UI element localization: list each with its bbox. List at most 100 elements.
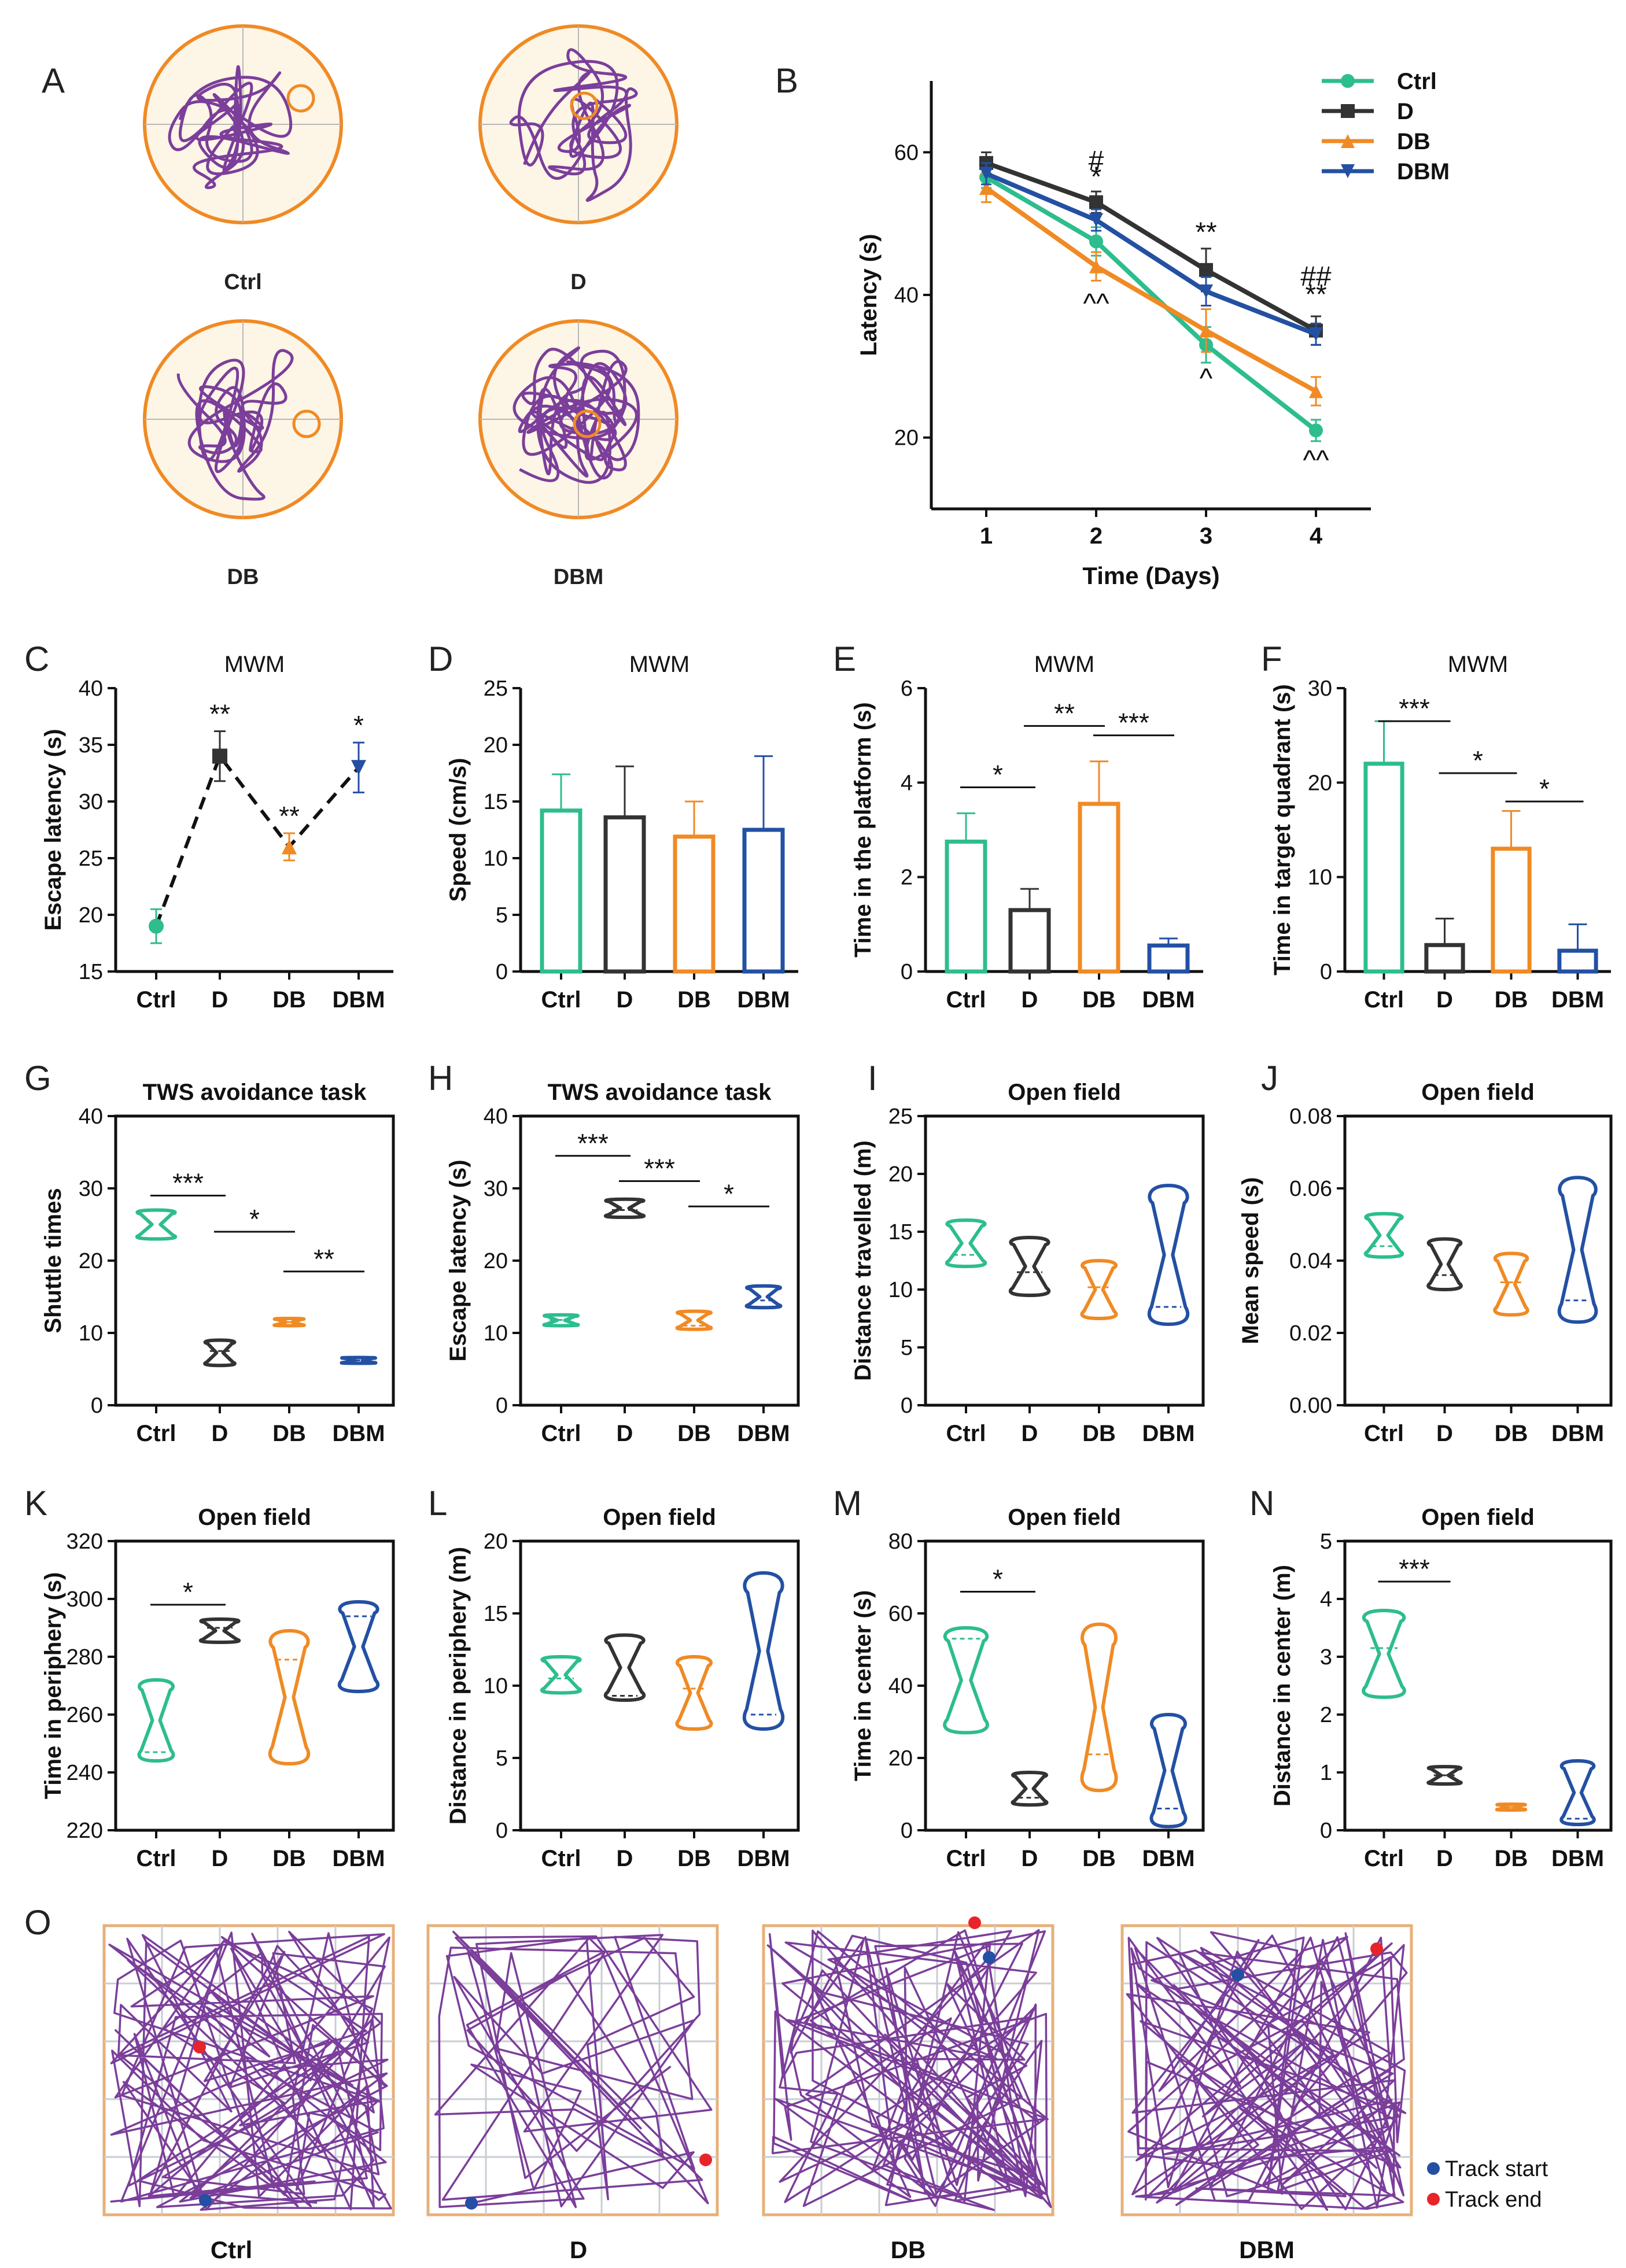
bar xyxy=(1557,948,1598,974)
track-end-dot xyxy=(699,2154,712,2166)
chart-title: Open field xyxy=(198,1505,311,1530)
y-tick-label: 0.06 xyxy=(1289,1177,1332,1201)
y-tick-label: 4 xyxy=(1320,1587,1332,1612)
chart-f: 0 10 20 30 Time in target quadrant (s) MWM Ctr… xyxy=(1270,652,1611,1013)
y-tick-label: 20 xyxy=(79,903,103,928)
significance-label: *** xyxy=(644,1154,675,1184)
significance-label: * xyxy=(1539,774,1550,804)
data-point xyxy=(282,839,297,855)
swim-track xyxy=(509,48,638,202)
bar xyxy=(1008,908,1051,974)
y-tick-label: 20 xyxy=(484,1530,508,1554)
y-tick-label: 0.02 xyxy=(1289,1321,1332,1346)
annotation: ** xyxy=(209,699,230,729)
chart-title: Open field xyxy=(1008,1080,1121,1105)
mwm-arena: D xyxy=(478,24,679,294)
y-tick-label: 25 xyxy=(888,1105,913,1129)
chart-title: MWM xyxy=(629,652,690,677)
x-tick-label: D xyxy=(617,1421,633,1446)
chart-title: TWS avoidance task xyxy=(548,1080,772,1105)
significance-label: * xyxy=(249,1204,260,1234)
chart-n: 0 1 2 3 4 5 Distance in center (m) Open field Ct… xyxy=(1270,1505,1613,1871)
annotation: # xyxy=(1089,146,1104,176)
significance-label: * xyxy=(993,760,1003,790)
plot-frame xyxy=(1343,1539,1613,1832)
y-tick-label: 30 xyxy=(79,1177,103,1201)
x-tick-label: DB xyxy=(677,1421,711,1446)
y-tick-label: 20 xyxy=(484,1249,508,1273)
track-start-dot xyxy=(1232,1968,1244,1981)
annotation: ^^ xyxy=(1083,289,1109,319)
swim-track xyxy=(168,65,293,190)
x-tick-label: 3 xyxy=(1200,523,1212,549)
legend-label: DB xyxy=(1397,129,1430,154)
y-tick-label: 0.00 xyxy=(1289,1394,1332,1418)
y-axis-label: Distance travelled (m) xyxy=(850,1140,876,1381)
chart-title: MWM xyxy=(1034,652,1094,677)
data-point xyxy=(1199,263,1213,277)
x-tick-label: Ctrl xyxy=(541,987,581,1013)
x-tick-label: Ctrl xyxy=(541,1846,581,1871)
mwm-track-panel: Ctrl D DB DBM xyxy=(143,24,679,589)
open-field-label: DB xyxy=(891,2236,926,2263)
y-tick-label: 20 xyxy=(1308,771,1332,795)
open-field-arena: DB xyxy=(762,1916,1054,2263)
x-tick-label: DBM xyxy=(1551,1421,1604,1446)
data-point xyxy=(212,748,227,764)
y-axis-label: Mean speed (s) xyxy=(1238,1177,1263,1344)
annotation: ** xyxy=(1305,279,1326,310)
open-field-track xyxy=(434,1930,713,2208)
violin xyxy=(1149,1713,1188,1829)
panel-label-m: M xyxy=(833,1484,862,1523)
y-tick-label: 60 xyxy=(894,141,919,165)
y-tick-label: 10 xyxy=(1308,866,1332,890)
significance-label: * xyxy=(993,1564,1003,1594)
x-tick-label: 4 xyxy=(1310,523,1323,549)
bar xyxy=(742,828,785,974)
violin xyxy=(1362,1609,1406,1699)
x-tick-label: DBM xyxy=(1142,987,1194,1013)
violin xyxy=(943,1626,989,1735)
data-point xyxy=(1089,234,1103,249)
x-tick-label: D xyxy=(212,987,228,1013)
y-axis-label: Speed (cm/s) xyxy=(445,758,471,902)
y-tick-label: 6 xyxy=(901,677,913,701)
panel-label-l: L xyxy=(428,1484,447,1523)
y-tick-label: 20 xyxy=(79,1249,103,1273)
x-tick-label: DB xyxy=(1495,1846,1528,1871)
y-tick-label: 40 xyxy=(888,1674,913,1698)
legend-marker xyxy=(1341,134,1355,148)
x-tick-label: 1 xyxy=(980,523,993,549)
chart-i: 0 5 10 15 20 25 Distance travelled (m) Open fie… xyxy=(850,1080,1205,1446)
y-tick-label: 10 xyxy=(888,1278,913,1302)
arena-frame xyxy=(426,1924,719,2217)
chart-title: MWM xyxy=(224,652,285,677)
y-tick-label: 10 xyxy=(79,1321,103,1346)
y-axis-label: Time in the platform (s) xyxy=(850,702,876,958)
violin xyxy=(603,1197,646,1219)
panel-label-n: N xyxy=(1249,1484,1274,1523)
y-tick-label: 10 xyxy=(484,1674,508,1698)
track-end-dot xyxy=(193,2041,206,2053)
x-tick-label: D xyxy=(1022,1846,1038,1871)
x-tick-label: Ctrl xyxy=(946,987,986,1013)
track-start-dot xyxy=(983,1951,995,1964)
track-start-dot xyxy=(199,2194,212,2207)
violin xyxy=(198,1617,241,1644)
y-axis-label: Distance in center (m) xyxy=(1270,1565,1295,1807)
data-point xyxy=(1309,423,1323,438)
y-tick-label: 300 xyxy=(67,1587,103,1612)
y-tick-label: 10 xyxy=(484,847,508,871)
chart-title: Open field xyxy=(1421,1080,1535,1105)
x-tick-label: DBM xyxy=(737,1421,790,1446)
x-tick-label: DBM xyxy=(332,1421,385,1446)
mwm-track-label: D xyxy=(570,270,586,294)
x-tick-label: Ctrl xyxy=(137,987,176,1013)
y-tick-label: 1 xyxy=(1320,1761,1332,1785)
annotation: ** xyxy=(1195,217,1216,248)
legend-end-label: Track end xyxy=(1445,2188,1542,2212)
y-tick-label: 30 xyxy=(1308,677,1332,701)
bar xyxy=(603,815,646,974)
x-tick-label: DB xyxy=(1082,1846,1116,1871)
